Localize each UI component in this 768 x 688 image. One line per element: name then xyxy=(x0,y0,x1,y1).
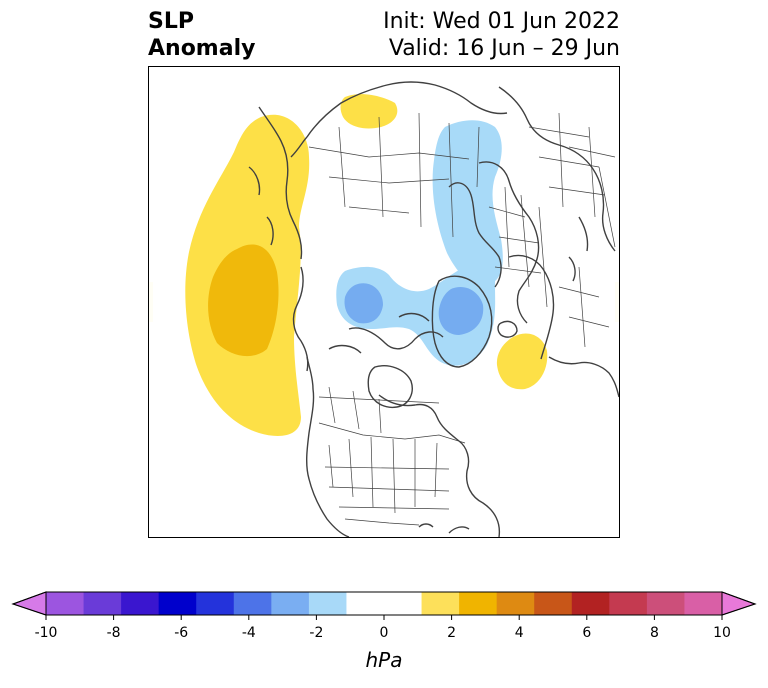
colorbar-tick-label: -10 xyxy=(35,625,58,641)
coastline-hudson-bay xyxy=(367,365,413,409)
border-china-east xyxy=(568,146,616,248)
border-russia-regions xyxy=(308,112,480,238)
colorbar-bin xyxy=(158,592,197,615)
colorbar-bin xyxy=(83,592,122,615)
colorbar-bin xyxy=(421,592,460,615)
colorbar-unit-label: hPa xyxy=(366,648,403,672)
forecast-dates: Init: Wed 01 Jun 2022 Valid: 16 Jun – 29… xyxy=(383,8,620,62)
colorbar-canvas: -10 -8 -6 -4 -2 0 2 4 6 8 10 hPa xyxy=(11,591,757,672)
colorbar-tick-label: 0 xyxy=(380,625,389,641)
coastline-iceland xyxy=(497,320,518,338)
coastline-greenland xyxy=(431,275,493,368)
map-panel xyxy=(148,66,620,538)
colorbar-tick-label: -6 xyxy=(174,625,188,641)
coastline-bering xyxy=(248,106,303,260)
colorbar-tick-label: -4 xyxy=(242,625,256,641)
border-europe-countries xyxy=(488,186,548,308)
coastline-alaska xyxy=(292,266,309,372)
positive-anomaly-barents xyxy=(340,94,398,129)
map-title-line1: SLP xyxy=(148,9,194,34)
colorbar-bins xyxy=(46,592,723,615)
colorbar-bin xyxy=(308,592,347,615)
border-asia-countries xyxy=(528,112,606,218)
colorbar-tick-label: 6 xyxy=(582,625,591,641)
coastline-europe xyxy=(448,161,555,360)
colorbar-bin xyxy=(534,592,573,615)
coastline-japan xyxy=(568,216,589,282)
init-date: Init: Wed 01 Jun 2022 xyxy=(383,9,620,34)
colorbar-ticks: -10 -8 -6 -4 -2 0 2 4 6 8 10 xyxy=(35,615,731,641)
colorbar-bin xyxy=(571,592,610,615)
coastline-siberia xyxy=(290,81,508,158)
colorbar-overflow-arrow xyxy=(721,591,757,616)
border-canada-provinces xyxy=(318,386,440,434)
positive-anomaly-pacific-core xyxy=(208,244,279,357)
colorbar-bin xyxy=(46,592,85,615)
coastline-arctic-islands xyxy=(328,312,444,354)
colorbar-tick-label: 8 xyxy=(650,625,659,641)
colorbar-bin xyxy=(346,592,385,615)
border-us-canada xyxy=(318,422,466,444)
coastline-east-asia xyxy=(498,86,616,252)
colorbar-tick-label: 10 xyxy=(713,625,731,641)
colorbar-bin xyxy=(646,592,685,615)
coastline-caribbean xyxy=(418,523,470,534)
political-borders xyxy=(308,112,616,526)
colorbar-bin xyxy=(196,592,235,615)
map-canvas xyxy=(149,67,619,537)
coastline-north-america-west xyxy=(306,356,350,537)
colorbar-bin xyxy=(233,592,272,615)
colorbar-bin xyxy=(459,592,498,615)
border-us-states-2 xyxy=(324,466,450,510)
colorbar-tick-label: 2 xyxy=(447,625,456,641)
colorbar-bin xyxy=(271,592,310,615)
positive-anomaly-atlantic xyxy=(496,333,548,390)
map-title: SLP Anomaly xyxy=(148,8,255,62)
colorbar-underflow-arrow xyxy=(11,591,47,616)
border-us-states-1 xyxy=(328,436,438,514)
negative-anomaly-greenland-core xyxy=(438,286,484,335)
colorbar-bin xyxy=(496,592,535,615)
colorbar-bin xyxy=(684,592,723,615)
edge-tint-west xyxy=(149,282,153,322)
colorbar-bin xyxy=(384,592,423,615)
coastline-mediterranean xyxy=(548,356,619,398)
border-middle-east xyxy=(558,266,610,348)
colorbar: -10 -8 -6 -4 -2 0 2 4 6 8 10 hPa xyxy=(0,580,768,684)
colorbar-tick-label: -8 xyxy=(107,625,121,641)
negative-anomaly-arctic-core xyxy=(344,283,383,324)
colorbar-tick-label: 4 xyxy=(515,625,524,641)
colorbar-tick-label: -2 xyxy=(309,625,323,641)
colorbar-bin xyxy=(609,592,648,615)
colorbar-bin xyxy=(121,592,160,615)
edge-tint-east xyxy=(615,282,619,322)
border-mexico xyxy=(344,518,420,526)
map-title-line2: Anomaly xyxy=(148,36,256,61)
valid-range: Valid: 16 Jun – 29 Jun xyxy=(388,36,620,61)
